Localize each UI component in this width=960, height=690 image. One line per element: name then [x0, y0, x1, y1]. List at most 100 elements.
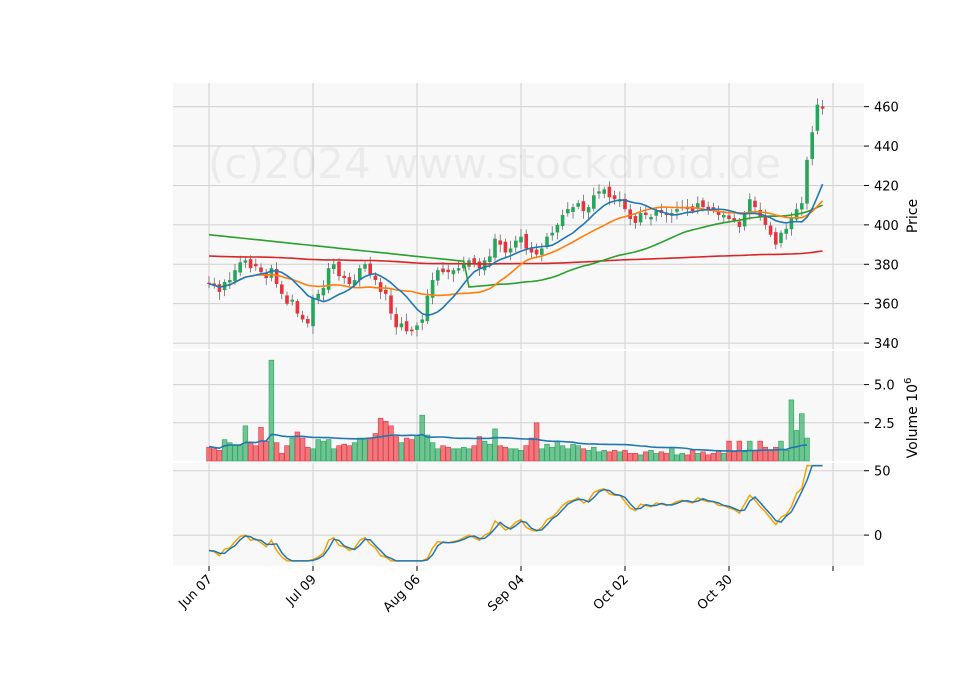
volume-bar [487, 443, 493, 462]
volume-bar [357, 437, 363, 462]
candle-body [654, 211, 658, 216]
volume-bar [336, 445, 342, 462]
candle-body [633, 216, 638, 223]
candle-body [477, 261, 482, 269]
volume-bar [617, 451, 623, 462]
candle-body [722, 215, 726, 218]
volume-bar [539, 448, 545, 462]
price-y-tick-label: 340 [874, 337, 899, 352]
volume-bar [315, 439, 321, 462]
candle-body [768, 225, 773, 235]
candle-body [399, 323, 404, 328]
volume-axis-exponent: 6 [903, 378, 914, 384]
candle-body [285, 295, 289, 304]
candle-body [701, 200, 705, 208]
volume-bar [476, 436, 483, 462]
volume-bar [247, 442, 254, 462]
candle-body [727, 215, 731, 219]
candle-body [347, 277, 352, 284]
volume-bar [658, 451, 665, 462]
candle-body [384, 289, 388, 294]
candle-body [269, 268, 274, 278]
candle-body [503, 241, 508, 253]
volume-bar [700, 451, 706, 462]
price-y-tick-label: 460 [874, 101, 899, 116]
candle-body [425, 295, 430, 322]
volume-bar [554, 440, 561, 462]
volume-bar [346, 445, 353, 462]
candle-body [436, 270, 440, 281]
candle-body [592, 195, 596, 209]
volume-avg-line [208, 433, 808, 452]
candle-body [462, 264, 466, 269]
volume-bar [471, 445, 477, 462]
candle-body [779, 232, 783, 243]
volume-bar [294, 431, 301, 462]
candle-body [571, 207, 575, 212]
volume-bar [565, 448, 571, 462]
volume-bar [398, 442, 405, 462]
volume-bar [429, 442, 436, 462]
volume-bar [741, 451, 748, 462]
x-tick-label: Jun 07 [176, 572, 216, 612]
volume-bar [455, 448, 462, 462]
candle-body [290, 299, 294, 302]
volume-bar [585, 450, 592, 462]
volume-bar [362, 439, 368, 462]
volume-bar [320, 440, 327, 462]
candle-body [529, 248, 534, 253]
candle-body [774, 232, 778, 245]
candle-body [581, 201, 586, 212]
volume-bar [450, 448, 457, 462]
volume-y-tick-label: 2.5 [874, 417, 895, 432]
volume-bar [627, 453, 633, 462]
candle-body [711, 207, 716, 210]
volume-bar [799, 413, 805, 462]
volume-bar [424, 434, 431, 462]
volume-bar [783, 450, 789, 462]
candle-body [524, 233, 528, 249]
volume-bar [268, 359, 275, 462]
candle-body [394, 314, 398, 328]
candle-body [363, 264, 367, 269]
candle-body [644, 212, 648, 216]
candle-body [493, 238, 497, 258]
volume-bar [622, 450, 628, 462]
volume-bar [206, 446, 212, 462]
volume-bar [440, 445, 446, 462]
candle-body [295, 301, 300, 314]
candle-body [789, 216, 794, 230]
candle-body [576, 203, 580, 207]
candle-body [732, 218, 736, 221]
volume-bar [643, 451, 649, 462]
candle-body [550, 232, 554, 236]
volume-bar [310, 448, 316, 462]
candle-body [820, 106, 825, 109]
volume-bar [689, 450, 696, 462]
volume-bar [393, 436, 399, 462]
price-panel-bg [173, 83, 864, 349]
candle-body [623, 198, 627, 210]
volume-bar [788, 399, 795, 462]
volume-bar [414, 434, 420, 462]
candle-body [675, 209, 679, 212]
volume-bar [237, 445, 243, 462]
volume-bar [596, 451, 602, 462]
ma-slow-line [208, 204, 823, 288]
volume-bar [705, 454, 711, 462]
volume-bar [528, 437, 535, 462]
candle-body [300, 314, 305, 320]
volume-bar [445, 446, 451, 462]
candle-body [690, 206, 695, 212]
volume-bar [606, 451, 613, 462]
ma-long-line [208, 250, 823, 265]
candle-body [233, 270, 237, 281]
volume-bar [575, 445, 581, 462]
volume-bar [731, 451, 737, 462]
candle-body [389, 295, 393, 314]
candle-body [805, 159, 809, 204]
candle-body [810, 132, 814, 159]
x-tick-label: Sep 04 [485, 572, 528, 615]
price-y-tick-label: 420 [874, 179, 899, 194]
